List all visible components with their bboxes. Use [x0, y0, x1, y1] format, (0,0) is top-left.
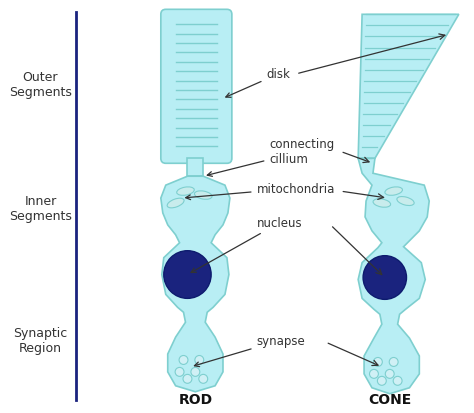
Ellipse shape [167, 199, 184, 208]
Text: nucleus: nucleus [191, 217, 302, 273]
Circle shape [377, 376, 386, 385]
Text: CONE: CONE [368, 392, 411, 406]
Circle shape [175, 368, 184, 376]
Circle shape [179, 356, 188, 365]
Polygon shape [187, 159, 203, 177]
Text: synapse: synapse [194, 334, 305, 367]
Circle shape [370, 370, 378, 378]
Circle shape [183, 375, 192, 383]
Circle shape [363, 256, 407, 300]
Circle shape [195, 356, 204, 365]
Text: Outer
Segments: Outer Segments [9, 71, 72, 99]
Circle shape [393, 376, 402, 385]
Circle shape [389, 358, 398, 366]
Circle shape [199, 375, 208, 383]
FancyBboxPatch shape [161, 10, 232, 164]
Ellipse shape [385, 188, 402, 196]
Text: Inner
Segments: Inner Segments [9, 195, 72, 223]
Ellipse shape [177, 188, 194, 196]
Text: Synaptic
Region: Synaptic Region [13, 326, 68, 354]
Ellipse shape [373, 199, 391, 208]
Ellipse shape [194, 191, 212, 200]
Text: connecting
cillium: connecting cillium [207, 138, 335, 177]
Polygon shape [358, 159, 429, 394]
Text: ROD: ROD [178, 392, 212, 406]
Polygon shape [358, 15, 459, 159]
Ellipse shape [397, 197, 414, 206]
Circle shape [164, 251, 211, 299]
Circle shape [374, 358, 383, 366]
Text: mitochondria: mitochondria [186, 182, 335, 200]
Polygon shape [161, 177, 230, 392]
Circle shape [385, 370, 394, 378]
Circle shape [191, 368, 200, 376]
Text: disk: disk [226, 68, 290, 98]
